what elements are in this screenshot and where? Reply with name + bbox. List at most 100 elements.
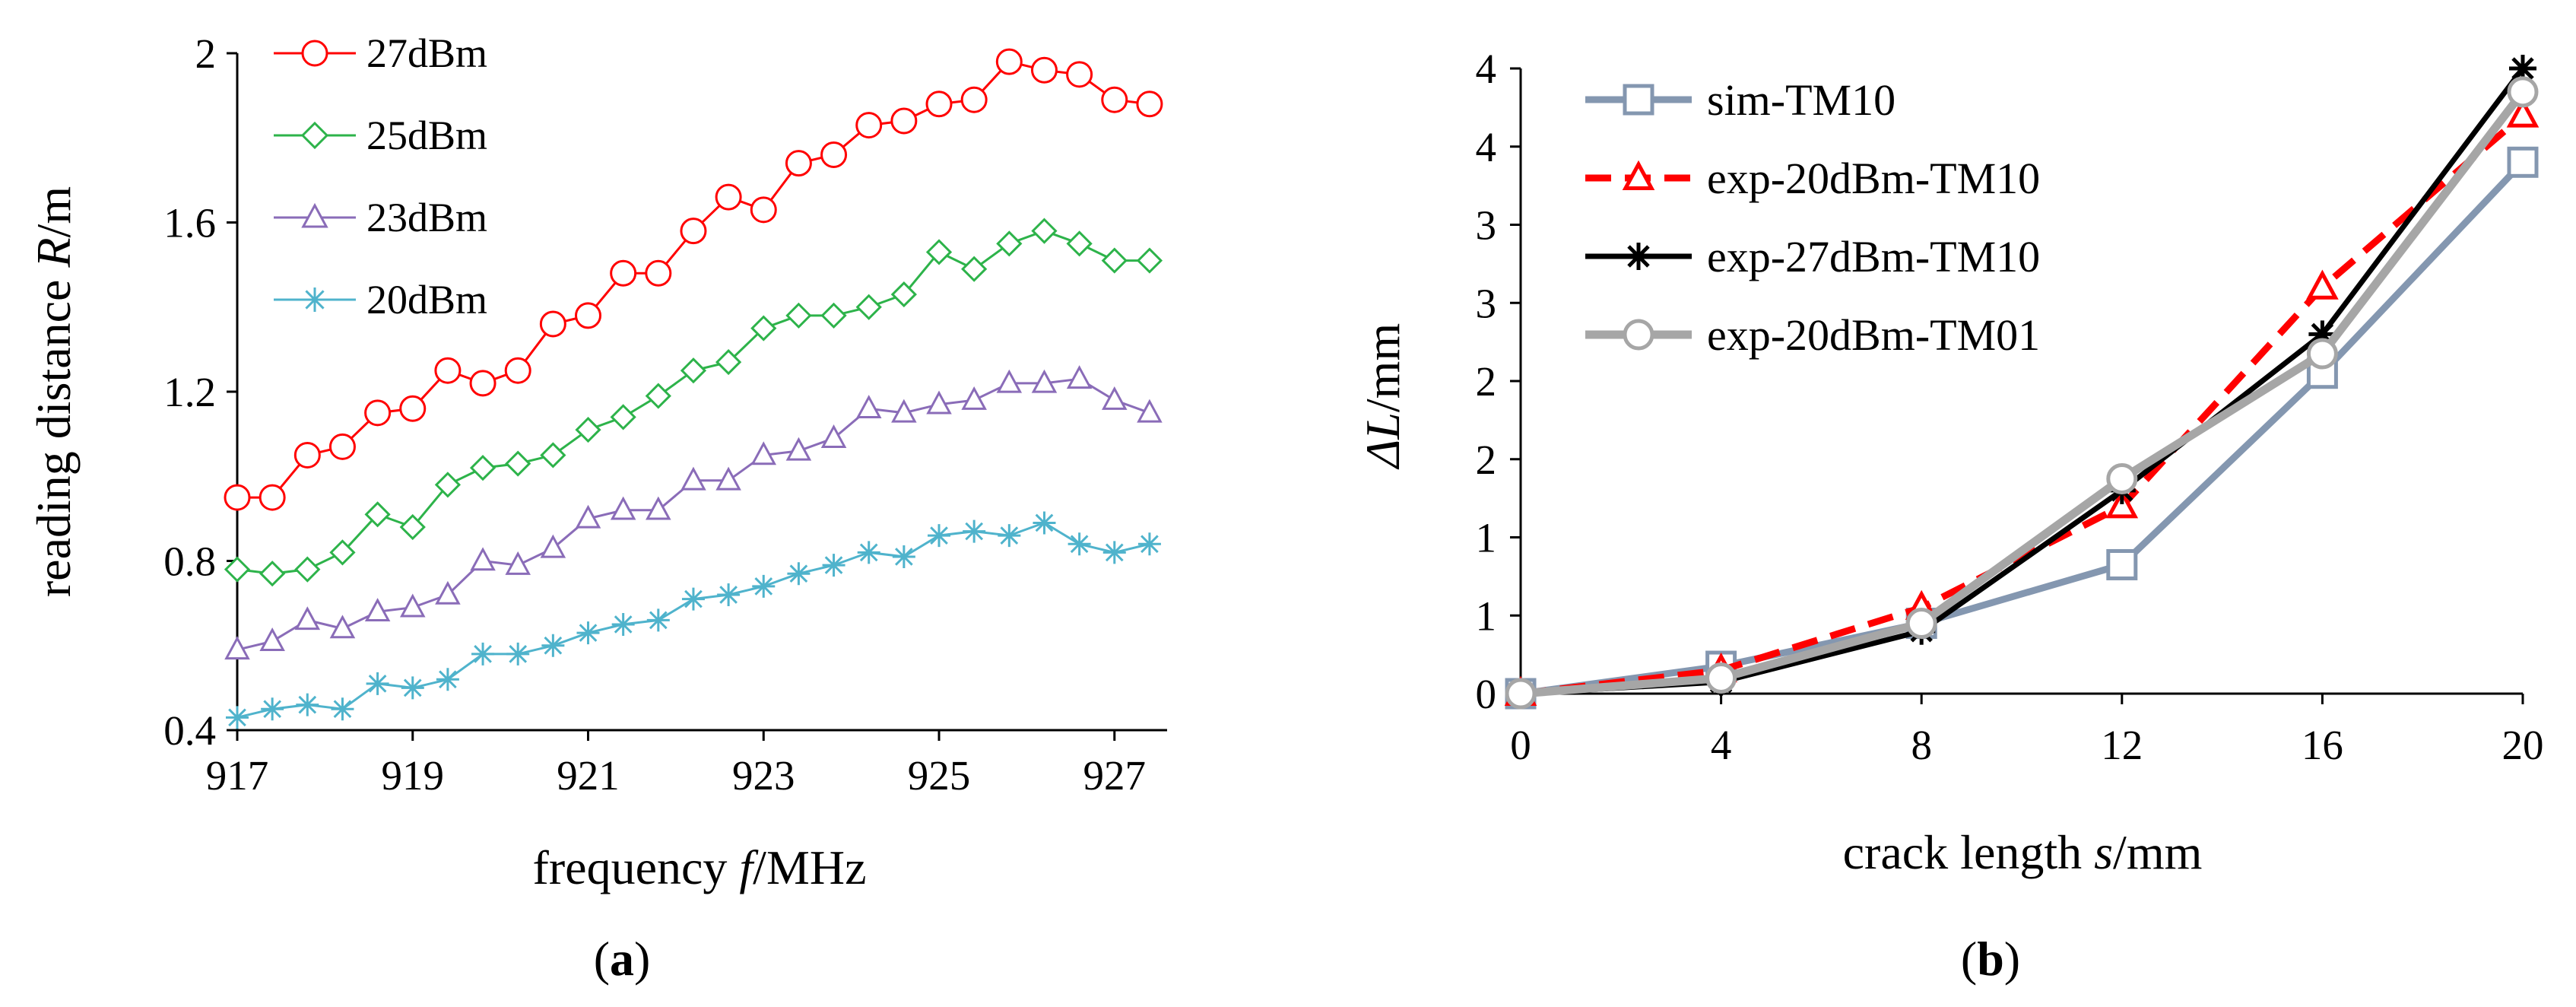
chart-a-data-point bbox=[226, 706, 249, 729]
chart-a-legend-item: 23dBm bbox=[274, 195, 487, 240]
chart-a-data-point bbox=[996, 230, 1023, 257]
chart-a-data-point bbox=[820, 141, 848, 168]
chart-a-data-point bbox=[610, 259, 637, 287]
chart-a-data-point bbox=[331, 697, 354, 721]
chart-a-data-point bbox=[646, 496, 671, 520]
chart-a-data-point bbox=[399, 513, 426, 541]
chart-b-x-tick-label: 16 bbox=[2302, 722, 2343, 768]
chart-a-data-point bbox=[575, 504, 601, 529]
chart-b-series-line bbox=[1520, 113, 2525, 697]
chart-b-data-point bbox=[2308, 320, 2336, 348]
chart-b-legend-label: exp-20dBm-TM01 bbox=[1707, 310, 2040, 360]
chart-a-y-axis-label: reading distance R/m bbox=[27, 186, 81, 597]
chart-b-legend-label: sim-TM10 bbox=[1707, 75, 1896, 125]
chart-a-legend-label: 23dBm bbox=[366, 195, 487, 240]
chart-a-legend-marker bbox=[301, 202, 328, 228]
chart-a-legend-item: 25dBm bbox=[274, 113, 487, 158]
chart-a-data-point bbox=[857, 541, 880, 564]
chart-a-data-point bbox=[575, 302, 602, 329]
chart-a-y-tick-label: 2 bbox=[195, 30, 217, 77]
chart-a-data-point bbox=[961, 386, 987, 410]
chart-a-x-tick-label: 923 bbox=[732, 752, 795, 799]
chart-a-x-tick-label: 919 bbox=[382, 752, 445, 799]
chart-b-y-tick-label: 3 bbox=[1476, 202, 1497, 249]
chart-b-data-point bbox=[1505, 678, 1537, 710]
chart-a-data-point bbox=[293, 441, 321, 469]
chart-a-data-point bbox=[329, 539, 356, 566]
chart-a-x-tick-label: 921 bbox=[557, 752, 620, 799]
chart-a-data-point bbox=[224, 636, 250, 660]
chart-a-data-point bbox=[610, 496, 636, 520]
chart-a-data-point bbox=[364, 501, 391, 528]
chart-b-x-tick-label: 20 bbox=[2502, 722, 2544, 768]
chart-a-data-point bbox=[925, 91, 953, 118]
chart-a-data-point bbox=[855, 395, 882, 418]
chart-b-series-exp-20dBm-TM01 bbox=[1505, 76, 2539, 710]
chart-a-data-point bbox=[261, 697, 284, 721]
chart-a-data-point bbox=[750, 441, 777, 465]
chart-a-data-point bbox=[576, 621, 600, 645]
chart-a-data-point bbox=[1101, 86, 1128, 113]
chart-a-data-point bbox=[1137, 399, 1163, 423]
chart-a-data-point bbox=[715, 348, 742, 376]
chart-b-legend-label: exp-27dBm-TM10 bbox=[1707, 232, 2040, 281]
chart-a-panel-label: (a) bbox=[594, 932, 651, 986]
chart-b-data-point bbox=[2105, 488, 2139, 519]
chart-b-y-tick-label: 1 bbox=[1476, 515, 1497, 561]
chart-a-data-point bbox=[752, 574, 776, 598]
chart-a-data-point bbox=[1136, 247, 1163, 274]
chart-a-data-point bbox=[364, 598, 391, 621]
chart-a-data-point bbox=[259, 561, 286, 587]
chart-a-data-point bbox=[366, 672, 389, 695]
chart-b-panel-label: (b) bbox=[1961, 932, 2020, 986]
chart-a-legend-label: 25dBm bbox=[366, 113, 487, 158]
chart-a-data-point bbox=[294, 556, 321, 583]
chart-a-data-point bbox=[1031, 218, 1058, 244]
chart-b-data-point bbox=[1905, 608, 1937, 640]
chart-a-data-point bbox=[328, 433, 356, 460]
chart-b-data-point bbox=[2507, 146, 2539, 178]
chart-a-data-point bbox=[960, 86, 988, 113]
chart-a-data-point bbox=[1066, 365, 1093, 389]
chart-a-data-point bbox=[296, 693, 319, 716]
chart-a-legend-label: 27dBm bbox=[366, 30, 487, 76]
chart-a-data-point bbox=[1031, 369, 1058, 393]
chart-b-legend-item: exp-20dBm-TM01 bbox=[1585, 310, 2040, 360]
chart-a-x-tick-label: 925 bbox=[908, 752, 971, 799]
chart-b-x-tick-label: 8 bbox=[1911, 722, 1932, 768]
chart-a-data-point bbox=[364, 399, 392, 427]
chart-a-data-point bbox=[470, 547, 496, 571]
chart-a-data-point bbox=[892, 545, 915, 568]
chart-b-legend-marker bbox=[1625, 243, 1652, 270]
chart-b-y-tick-label: 0 bbox=[1476, 671, 1497, 717]
chart-a-data-point bbox=[434, 472, 462, 498]
chart-a-data-point bbox=[259, 484, 286, 511]
chart-a-data-point bbox=[785, 302, 812, 329]
chart-a-data-point bbox=[645, 383, 671, 409]
chart-b-legend-item: sim-TM10 bbox=[1585, 75, 1896, 125]
chart-a-series-23dBm bbox=[224, 365, 1163, 660]
chart-a-y-tick-label: 1.2 bbox=[163, 369, 216, 415]
chart-b-y-tick-label: 2 bbox=[1476, 358, 1497, 405]
chart-a-data-point bbox=[996, 369, 1023, 393]
chart-a-x-tick-label: 917 bbox=[206, 752, 269, 799]
chart-a-data-point bbox=[750, 315, 777, 341]
chart-a-data-point bbox=[541, 634, 565, 657]
chart-a-data-point bbox=[505, 450, 531, 477]
chart-b-data-point bbox=[2509, 55, 2536, 82]
chart-a-data-point bbox=[540, 442, 566, 469]
chart-b-y-tick-label: 1 bbox=[1476, 592, 1497, 639]
chart-b-y-tick-label: 2 bbox=[1476, 437, 1497, 483]
chart-a-data-point bbox=[715, 466, 741, 491]
chart-a-data-point bbox=[329, 615, 356, 639]
chart-b-x-axis-label: crack length s/mm bbox=[1843, 825, 2203, 879]
chart-a-data-point bbox=[785, 150, 812, 177]
chart-b-data-point bbox=[1705, 662, 1737, 694]
chart-a-legend-marker bbox=[301, 40, 328, 67]
chart-a-legend-item: 27dBm bbox=[274, 30, 487, 76]
chart-b-x-tick-label: 4 bbox=[1711, 722, 1732, 768]
chart-a-series-25dBm bbox=[224, 218, 1163, 587]
chart-a-data-point bbox=[1066, 230, 1093, 257]
